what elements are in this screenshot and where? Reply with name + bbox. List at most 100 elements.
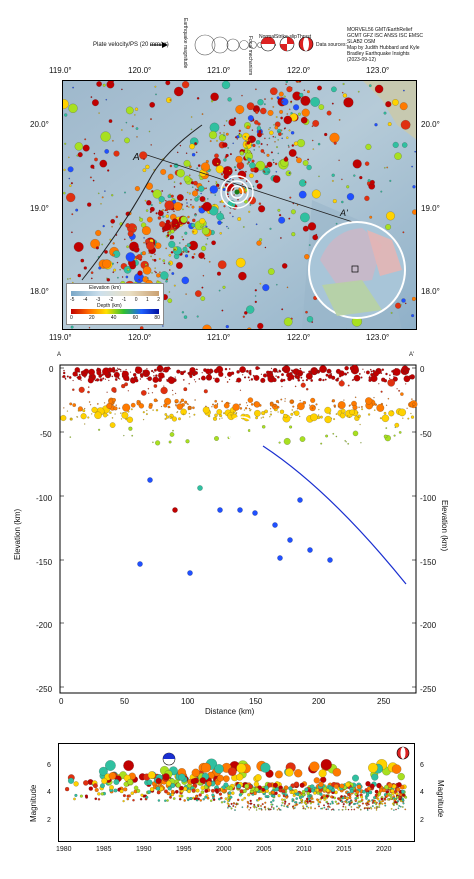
quake-dot	[169, 99, 172, 101]
quake-dot	[360, 376, 363, 379]
quake-dot	[183, 159, 191, 167]
quake-dot	[294, 374, 298, 378]
quake-dot	[247, 793, 251, 797]
quake-dot	[270, 411, 272, 413]
quake-dot	[353, 808, 356, 811]
quake-dot	[171, 218, 179, 225]
quake-dot	[184, 254, 189, 258]
quake-dot	[90, 375, 92, 378]
quake-dot	[96, 367, 99, 370]
quake-dot	[317, 85, 322, 91]
quake-dot	[254, 787, 259, 792]
quake-dot	[410, 415, 415, 419]
quake-dot	[145, 795, 149, 799]
quake-dot	[247, 397, 254, 403]
quake-dot	[338, 159, 340, 162]
quake-dot	[258, 202, 262, 205]
quake-dot	[291, 371, 293, 373]
quake-dot	[358, 372, 361, 375]
quake-dot	[198, 174, 201, 177]
quake-dot	[264, 805, 266, 808]
quake-dot	[204, 200, 206, 202]
quake-dot	[102, 412, 108, 418]
quake-dot	[226, 191, 229, 193]
quake-dot	[87, 416, 90, 419]
quake-dot	[348, 804, 351, 807]
quake-dot	[163, 403, 168, 408]
quake-dot	[68, 156, 70, 159]
quake-dot	[355, 790, 360, 794]
quake-dot	[325, 434, 329, 438]
quake-dot	[300, 798, 303, 801]
quake-dot	[67, 278, 69, 280]
quake-dot	[299, 782, 305, 788]
quake-dot	[241, 94, 243, 97]
quake-dot	[205, 243, 208, 246]
quake-dot	[194, 371, 198, 375]
quake-dot	[263, 103, 266, 106]
quake-dot	[209, 169, 212, 171]
quake-dot	[167, 376, 176, 384]
quake-dot	[148, 405, 153, 409]
quake-dot	[152, 189, 162, 199]
quake-dot	[272, 377, 277, 383]
quake-dot	[332, 199, 337, 204]
quake-dot	[255, 223, 258, 226]
quake-dot	[284, 800, 287, 803]
quake-dot	[223, 134, 225, 137]
quake-dot	[255, 366, 260, 371]
quake-dot	[180, 216, 188, 224]
quake-dot	[106, 278, 111, 282]
quake-dot	[97, 403, 99, 405]
quake-dot	[95, 246, 99, 250]
quake-dot	[220, 173, 224, 176]
quake-dot	[64, 142, 67, 145]
quake-dot	[153, 375, 155, 377]
quake-dot	[219, 201, 222, 203]
quake-dot	[392, 368, 401, 376]
quake-dot	[261, 411, 266, 416]
quake-dot	[385, 427, 388, 429]
quake-dot	[229, 169, 231, 172]
profile-target-icon	[227, 416, 257, 446]
quake-dot	[153, 258, 157, 262]
cross-section-plot[interactable]	[30, 360, 450, 725]
quake-dot	[280, 116, 283, 120]
quake-dot	[63, 191, 66, 195]
quake-dot	[111, 417, 114, 419]
quake-dot	[279, 409, 285, 414]
quake-dot	[254, 289, 257, 292]
profile-axis-ticks	[60, 367, 416, 688]
quake-dot	[320, 796, 324, 800]
quake-dot	[380, 372, 383, 374]
quake-dot	[269, 127, 271, 129]
quake-dot	[188, 174, 191, 177]
quake-dot	[216, 139, 218, 142]
quake-dot	[375, 809, 378, 811]
quake-dot	[348, 405, 351, 407]
quake-dot	[157, 216, 162, 220]
quake-dot	[173, 186, 176, 188]
quake-dot	[227, 803, 230, 806]
quake-dot	[63, 371, 66, 375]
quake-dot	[139, 216, 141, 219]
quake-dot	[247, 138, 251, 142]
quake-dot	[284, 400, 286, 402]
quake-dot	[392, 141, 399, 148]
quake-dot	[198, 793, 202, 797]
quake-dot	[160, 386, 168, 395]
profile-ytick-r-50: -50	[420, 430, 432, 439]
quake-dot	[306, 791, 310, 796]
quake-dot	[331, 86, 337, 93]
quake-dot	[126, 797, 130, 801]
quake-dot	[225, 120, 228, 122]
quake-dot	[292, 793, 296, 797]
quake-dot	[144, 199, 147, 202]
magnitude-timeline-plot[interactable]	[58, 743, 418, 855]
quake-dot	[146, 779, 153, 786]
quake-dot	[272, 106, 275, 108]
quake-dot	[207, 180, 210, 183]
quake-dot	[165, 199, 167, 202]
quake-dot	[88, 786, 93, 791]
quake-dot	[384, 802, 387, 805]
